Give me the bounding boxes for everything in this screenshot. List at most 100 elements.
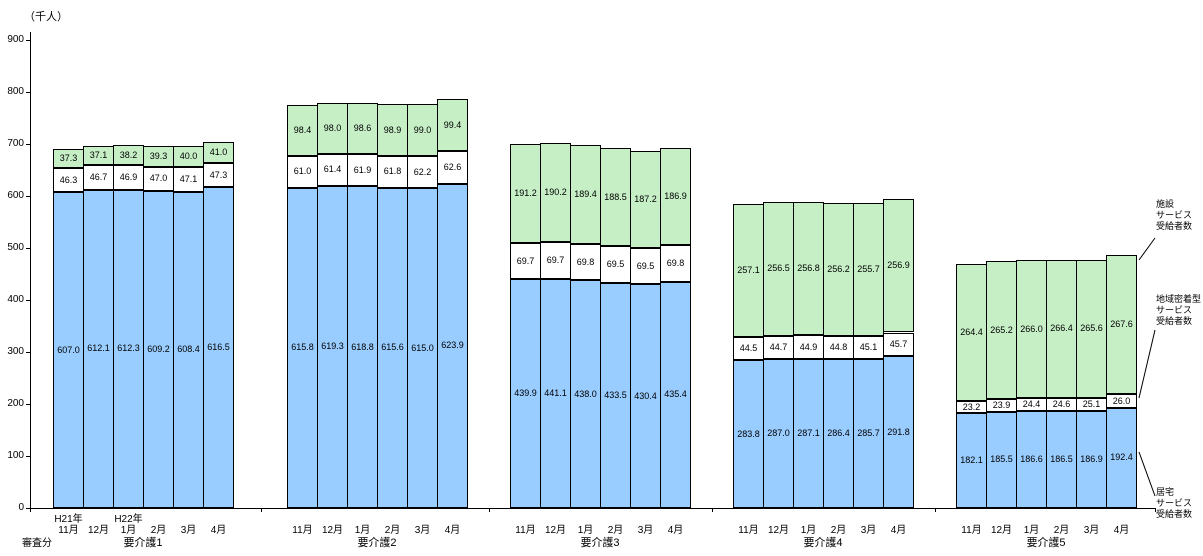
month-label: 4月 <box>444 525 461 536</box>
bar-segment-facility: 256.9 <box>883 198 914 333</box>
x-tick-mark <box>489 508 490 512</box>
bar-value-label: 45.7 <box>889 338 908 349</box>
bar-value-label: 44.9 <box>799 341 818 352</box>
bar-value-label: 69.5 <box>606 259 625 269</box>
bar-value-label: 441.1 <box>544 387 567 398</box>
bar-value-label: 607.0 <box>57 344 80 355</box>
bar-segment-home: 618.8 <box>347 186 378 508</box>
y-tick-mark <box>26 300 30 301</box>
bar-segment-facility: 255.7 <box>853 203 884 336</box>
bar-segment-community: 69.5 <box>600 246 631 283</box>
x-tick-mark <box>30 508 31 512</box>
bar-segment-community: 44.7 <box>763 335 794 359</box>
bar-value-label: 264.4 <box>960 326 983 337</box>
y-tick-label: 600 <box>7 190 24 201</box>
series-annotation-text: 居宅 <box>1156 487 1175 497</box>
bar-segment-community: 44.5 <box>733 337 764 361</box>
bar-value-label: 187.2 <box>634 193 657 204</box>
month-label: 1月 <box>800 525 817 536</box>
month-label: 1月 <box>120 525 137 536</box>
bar-value-label: 69.8 <box>666 257 685 268</box>
bar-value-label: 616.5 <box>207 342 230 353</box>
bar-segment-community: 45.7 <box>883 332 914 357</box>
care-level-group-label: 要介護4 <box>803 537 843 549</box>
bar-segment-community: 62.6 <box>437 151 468 184</box>
bar-segment-facility: 190.2 <box>540 143 571 243</box>
bar-segment-facility: 98.0 <box>317 103 348 155</box>
series-annotation-text: 地域密着型 <box>1156 294 1202 304</box>
bar-value-label: 38.2 <box>119 149 138 160</box>
bar-segment-home: 623.9 <box>437 183 468 508</box>
bar-value-label: 283.8 <box>737 428 760 439</box>
bar-segment-home: 287.1 <box>793 358 824 508</box>
bar-value-label: 189.4 <box>574 189 597 200</box>
year-label: H21年 <box>54 514 83 525</box>
bar-value-label: 182.1 <box>960 455 983 466</box>
month-label: 2月 <box>1053 525 1070 536</box>
bar-segment-facility: 264.4 <box>956 263 987 402</box>
bar-segment-facility: 266.0 <box>1016 259 1047 399</box>
bar-value-label: 99.0 <box>413 124 432 135</box>
bar-value-label: 41.0 <box>209 146 228 157</box>
bar-value-label: 615.8 <box>291 342 314 353</box>
series-annotation-text: サービス <box>1156 305 1193 315</box>
bar-value-label: 98.4 <box>293 124 312 135</box>
bar-value-label: 615.6 <box>381 342 404 353</box>
x-tick-mark <box>935 508 936 512</box>
bar-value-label: 61.8 <box>383 166 402 177</box>
bar-segment-community: 69.7 <box>540 242 571 279</box>
bar-segment-facility: 37.3 <box>53 148 84 169</box>
bar-value-label: 98.0 <box>323 123 342 134</box>
bar-value-label: 99.4 <box>443 119 462 130</box>
bar-segment-home: 609.2 <box>143 191 174 508</box>
month-label: 3月 <box>860 525 877 536</box>
bar-segment-home: 439.9 <box>510 279 541 508</box>
bar-segment-home: 612.1 <box>83 189 114 508</box>
bar-segment-facility: 256.2 <box>823 202 854 336</box>
bar-segment-community: 62.2 <box>407 155 438 189</box>
month-label: 12月 <box>87 525 110 536</box>
series-annotation-text: 受給者数 <box>1156 509 1193 519</box>
bar-segment-home: 619.3 <box>317 185 348 508</box>
bar-value-label: 39.3 <box>149 151 168 162</box>
bar-segment-home: 608.4 <box>173 191 204 508</box>
bar-segment-facility: 266.4 <box>1046 259 1077 399</box>
bar-segment-community: 46.9 <box>113 165 144 190</box>
bar-segment-community: 69.8 <box>660 245 691 282</box>
bar-value-label: 40.0 <box>179 151 198 162</box>
series-annotation-facility: 施設 サービス 受給者数 <box>1156 199 1192 232</box>
bar-segment-home: 285.7 <box>853 359 884 508</box>
bar-value-label: 47.0 <box>149 173 168 184</box>
bar-segment-home: 291.8 <box>883 356 914 508</box>
bar-segment-community: 47.1 <box>173 167 204 192</box>
bar-value-label: 623.9 <box>441 340 464 351</box>
y-tick-mark <box>26 144 30 145</box>
bar-segment-community: 61.4 <box>317 154 348 186</box>
bar-value-label: 287.1 <box>797 427 820 438</box>
bar-value-label: 439.9 <box>514 388 537 399</box>
bar-value-label: 24.4 <box>1022 399 1041 410</box>
y-tick-label: 200 <box>7 398 24 409</box>
bar-segment-facility: 265.2 <box>986 261 1017 400</box>
bar-value-label: 257.1 <box>737 264 760 275</box>
bar-value-label: 188.5 <box>604 191 627 202</box>
bar-segment-community: 24.4 <box>1016 398 1047 411</box>
bar-segment-facility: 186.9 <box>660 148 691 246</box>
month-label: 3月 <box>1083 525 1100 536</box>
month-label: 1月 <box>577 525 594 536</box>
bar-segment-home: 435.4 <box>660 281 691 508</box>
series-annotation-text: サービス <box>1156 498 1193 508</box>
bar-segment-facility: 265.6 <box>1076 259 1107 398</box>
bar-value-label: 612.3 <box>117 343 140 354</box>
bar-segment-home: 616.5 <box>203 187 234 508</box>
bar-segment-home: 192.4 <box>1106 407 1137 508</box>
bar-segment-community: 44.9 <box>793 335 824 359</box>
y-tick-mark <box>26 40 30 41</box>
care-level-group-label: 要介護1 <box>123 537 163 549</box>
bar-segment-home: 438.0 <box>570 280 601 508</box>
month-label: 3月 <box>180 525 197 536</box>
bar-value-label: 435.4 <box>664 389 687 400</box>
bar-segment-facility: 256.5 <box>763 202 794 336</box>
bar-segment-facility: 189.4 <box>570 145 601 244</box>
bar-value-label: 44.5 <box>739 343 758 354</box>
